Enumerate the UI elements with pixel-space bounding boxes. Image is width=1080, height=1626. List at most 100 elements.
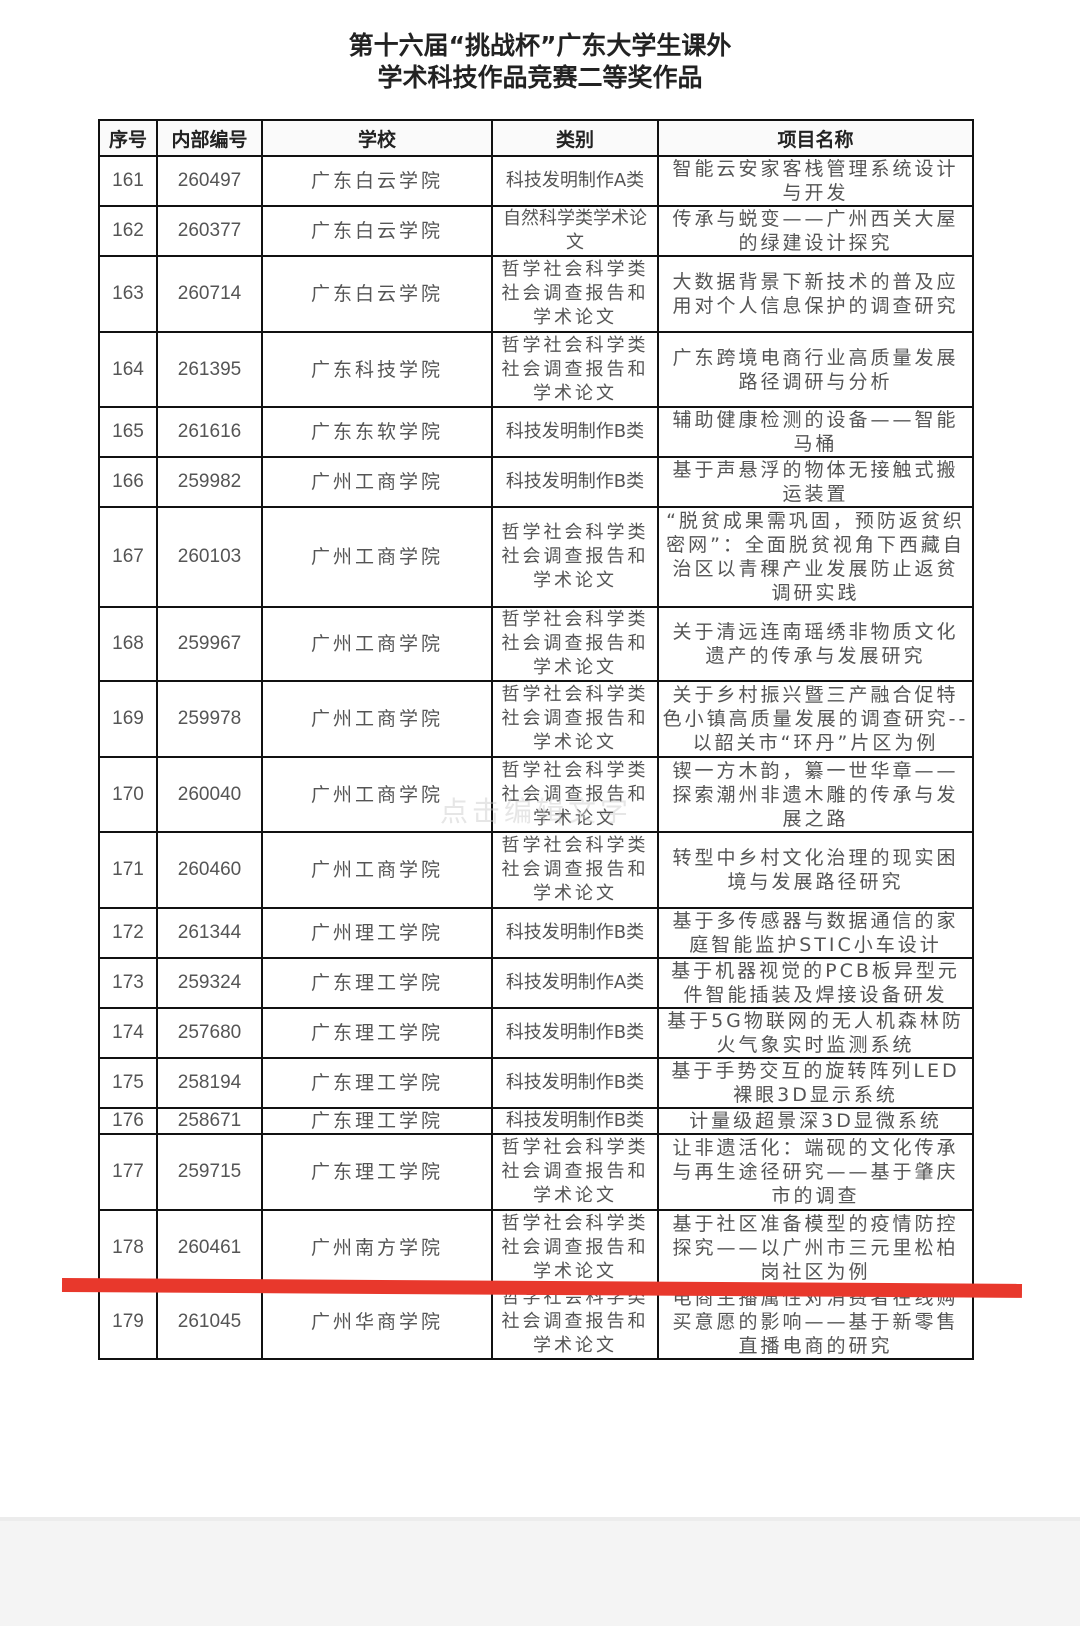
internal-code-cell: 257680 [156,1007,263,1059]
row-number-cell: 163 [98,255,158,333]
project-name-cell: 关于清远连南瑶绣非物质文化遗产的传承与发展研究 [657,606,974,682]
project-name-cell: 转型中乡村文化治理的现实困境与发展路径研究 [657,831,974,909]
category-cell: 科技发明制作A类 [491,957,659,1009]
category-cell: 哲学社会科学类社会调查报告和学术论文 [491,1284,659,1360]
project-name-cell: 计量级超景深3D显微系统 [657,1107,974,1135]
table-row: 174 257680 广东理工学院 科技发明制作B类 基于5G物联网的无人机森林防火气象… [98,1007,974,1059]
award-table: 序号 内部编号 学校 类别 项目名称 161 260497 广东白云学院 科技发明制作… [98,119,974,1360]
project-name-cell: “脱贫成果需巩固，预防返贫织密网”：全面脱贫视角下西藏自治区以青稞产业发展防止返… [657,506,974,608]
document-title-line1: 第十六届“挑战杯”广东大学生课外 [348,31,732,60]
row-number-cell: 177 [98,1133,158,1211]
bottom-blank-area [0,1517,1080,1626]
internal-code-cell: 258671 [156,1107,263,1135]
school-name-cell: 广州工商学院 [261,756,493,833]
table-row: 176 258671 广东理工学院 科技发明制作B类 计量级超景深3D显微系统 [98,1107,974,1135]
table-row: 162 260377 广东白云学院 自然科学类学术论文 传承与蜕变——广州西关大屋的绿建… [98,205,974,257]
internal-code-cell: 260040 [156,756,263,833]
row-number-cell: 171 [98,831,158,909]
row-number-cell: 164 [98,331,158,408]
table-row: 161 260497 广东白云学院 科技发明制作A类 智能云安家客栈管理系统设计与开发 [98,155,974,207]
category-cell: 哲学社会科学类社会调查报告和学术论文 [491,255,659,333]
school-name-cell: 广东白云学院 [261,205,493,257]
project-name-cell: 基于声悬浮的物体无接触式搬运装置 [657,456,974,508]
school-name-cell: 广州华商学院 [261,1284,493,1360]
header-no: 序号 [98,119,158,157]
internal-code-cell: 258194 [156,1057,263,1109]
internal-code-cell: 261045 [156,1284,263,1360]
table-header-row: 序号 内部编号 学校 类别 项目名称 [98,119,974,157]
internal-code-cell: 260103 [156,506,263,608]
internal-code-cell: 261616 [156,406,263,458]
header-category: 类别 [491,119,659,157]
internal-code-cell: 259982 [156,456,263,508]
project-name-cell: 大数据背景下新技术的普及应用对个人信息保护的调查研究 [657,255,974,333]
school-name-cell: 广东白云学院 [261,155,493,207]
project-name-cell: 广东跨境电商行业高质量发展路径调研与分析 [657,331,974,408]
category-cell: 哲学社会科学类社会调查报告和学术论文 [491,756,659,833]
header-code: 内部编号 [156,119,263,157]
category-cell: 哲学社会科学类社会调查报告和学术论文 [491,680,659,758]
category-cell: 哲学社会科学类社会调查报告和学术论文 [491,506,659,608]
school-name-cell: 广州理工学院 [261,907,493,959]
category-cell: 哲学社会科学类社会调查报告和学术论文 [491,831,659,909]
category-cell: 科技发明制作B类 [491,1007,659,1059]
row-number-cell: 178 [98,1209,158,1286]
school-name-cell: 广州工商学院 [261,506,493,608]
category-cell: 哲学社会科学类社会调查报告和学术论文 [491,331,659,408]
row-number-cell: 161 [98,155,158,207]
school-name-cell: 广东理工学院 [261,957,493,1009]
project-name-cell: 基于5G物联网的无人机森林防火气象实时监测系统 [657,1007,974,1059]
internal-code-cell: 261344 [156,907,263,959]
table-row: 163 260714 广东白云学院 哲学社会科学类社会调查报告和学术论文 大数据背景下新… [98,255,974,333]
school-name-cell: 广东理工学院 [261,1007,493,1059]
row-number-cell: 162 [98,205,158,257]
category-cell: 科技发明制作B类 [491,456,659,508]
internal-code-cell: 260461 [156,1209,263,1286]
category-cell: 科技发明制作A类 [491,155,659,207]
project-name-cell: 传承与蜕变——广州西关大屋的绿建设计探究 [657,205,974,257]
table-row: 166 259982 广州工商学院 科技发明制作B类 基于声悬浮的物体无接触式搬运装置 [98,456,974,508]
table-row: 178 260461 广州南方学院 哲学社会科学类社会调查报告和学术论文 基于社区准备模… [98,1209,974,1286]
project-name-cell: 让非遗活化：端砚的文化传承与再生途径研究——基于肇庆市的调查 [657,1133,974,1211]
project-name-cell: 关于乡村振兴暨三产融合促特色小镇高质量发展的调查研究--以韶关市“环丹”片区为例 [657,680,974,758]
row-number-cell: 165 [98,406,158,458]
row-number-cell: 167 [98,506,158,608]
table-row: 165 261616 广东东软学院 科技发明制作B类 辅助健康检测的设备——智能马桶 [98,406,974,458]
document-title-line2: 学术科技作品竞赛二等奖作品 [377,63,703,92]
project-name-cell: 基于多传感器与数据通信的家庭智能监护STIC小车设计 [657,907,974,959]
table-row: 172 261344 广州理工学院 科技发明制作B类 基于多传感器与数据通信的家庭智能监… [98,907,974,959]
project-name-cell: 辅助健康检测的设备——智能马桶 [657,406,974,458]
school-name-cell: 广州工商学院 [261,680,493,758]
table-row: 175 258194 广东理工学院 科技发明制作B类 基于手势交互的旋转阵列LED裸眼3… [98,1057,974,1109]
internal-code-cell: 261395 [156,331,263,408]
category-cell: 自然科学类学术论文 [491,205,659,257]
school-name-cell: 广州工商学院 [261,606,493,682]
internal-code-cell: 259324 [156,957,263,1009]
school-name-cell: 广东东软学院 [261,406,493,458]
table-row: 173 259324 广东理工学院 科技发明制作A类 基于机器视觉的PCB板异型元件智能… [98,957,974,1009]
internal-code-cell: 260714 [156,255,263,333]
school-name-cell: 广州工商学院 [261,831,493,909]
school-name-cell: 广东理工学院 [261,1107,493,1135]
row-number-cell: 174 [98,1007,158,1059]
table-row: 177 259715 广东理工学院 哲学社会科学类社会调查报告和学术论文 让非遗活化：端… [98,1133,974,1211]
row-number-cell: 175 [98,1057,158,1109]
category-cell: 哲学社会科学类社会调查报告和学术论文 [491,1209,659,1286]
internal-code-cell: 260497 [156,155,263,207]
table-row: 170 260040 广州工商学院 哲学社会科学类社会调查报告和学术论文 锲一方木韵，纂… [98,756,974,833]
category-cell: 科技发明制作B类 [491,1107,659,1135]
internal-code-cell: 260377 [156,205,263,257]
school-name-cell: 广东理工学院 [261,1133,493,1211]
school-name-cell: 广东理工学院 [261,1057,493,1109]
category-cell: 哲学社会科学类社会调查报告和学术论文 [491,1133,659,1211]
category-cell: 科技发明制作B类 [491,1057,659,1109]
school-name-cell: 广州南方学院 [261,1209,493,1286]
row-number-cell: 166 [98,456,158,508]
row-number-cell: 170 [98,756,158,833]
project-name-cell: 基于机器视觉的PCB板异型元件智能插装及焊接设备研发 [657,957,974,1009]
row-number-cell: 173 [98,957,158,1009]
internal-code-cell: 259967 [156,606,263,682]
school-name-cell: 广州工商学院 [261,456,493,508]
project-name-cell: 基于手势交互的旋转阵列LED裸眼3D显示系统 [657,1057,974,1109]
table-row: 164 261395 广东科技学院 哲学社会科学类社会调查报告和学术论文 广东跨境电商行… [98,331,974,408]
